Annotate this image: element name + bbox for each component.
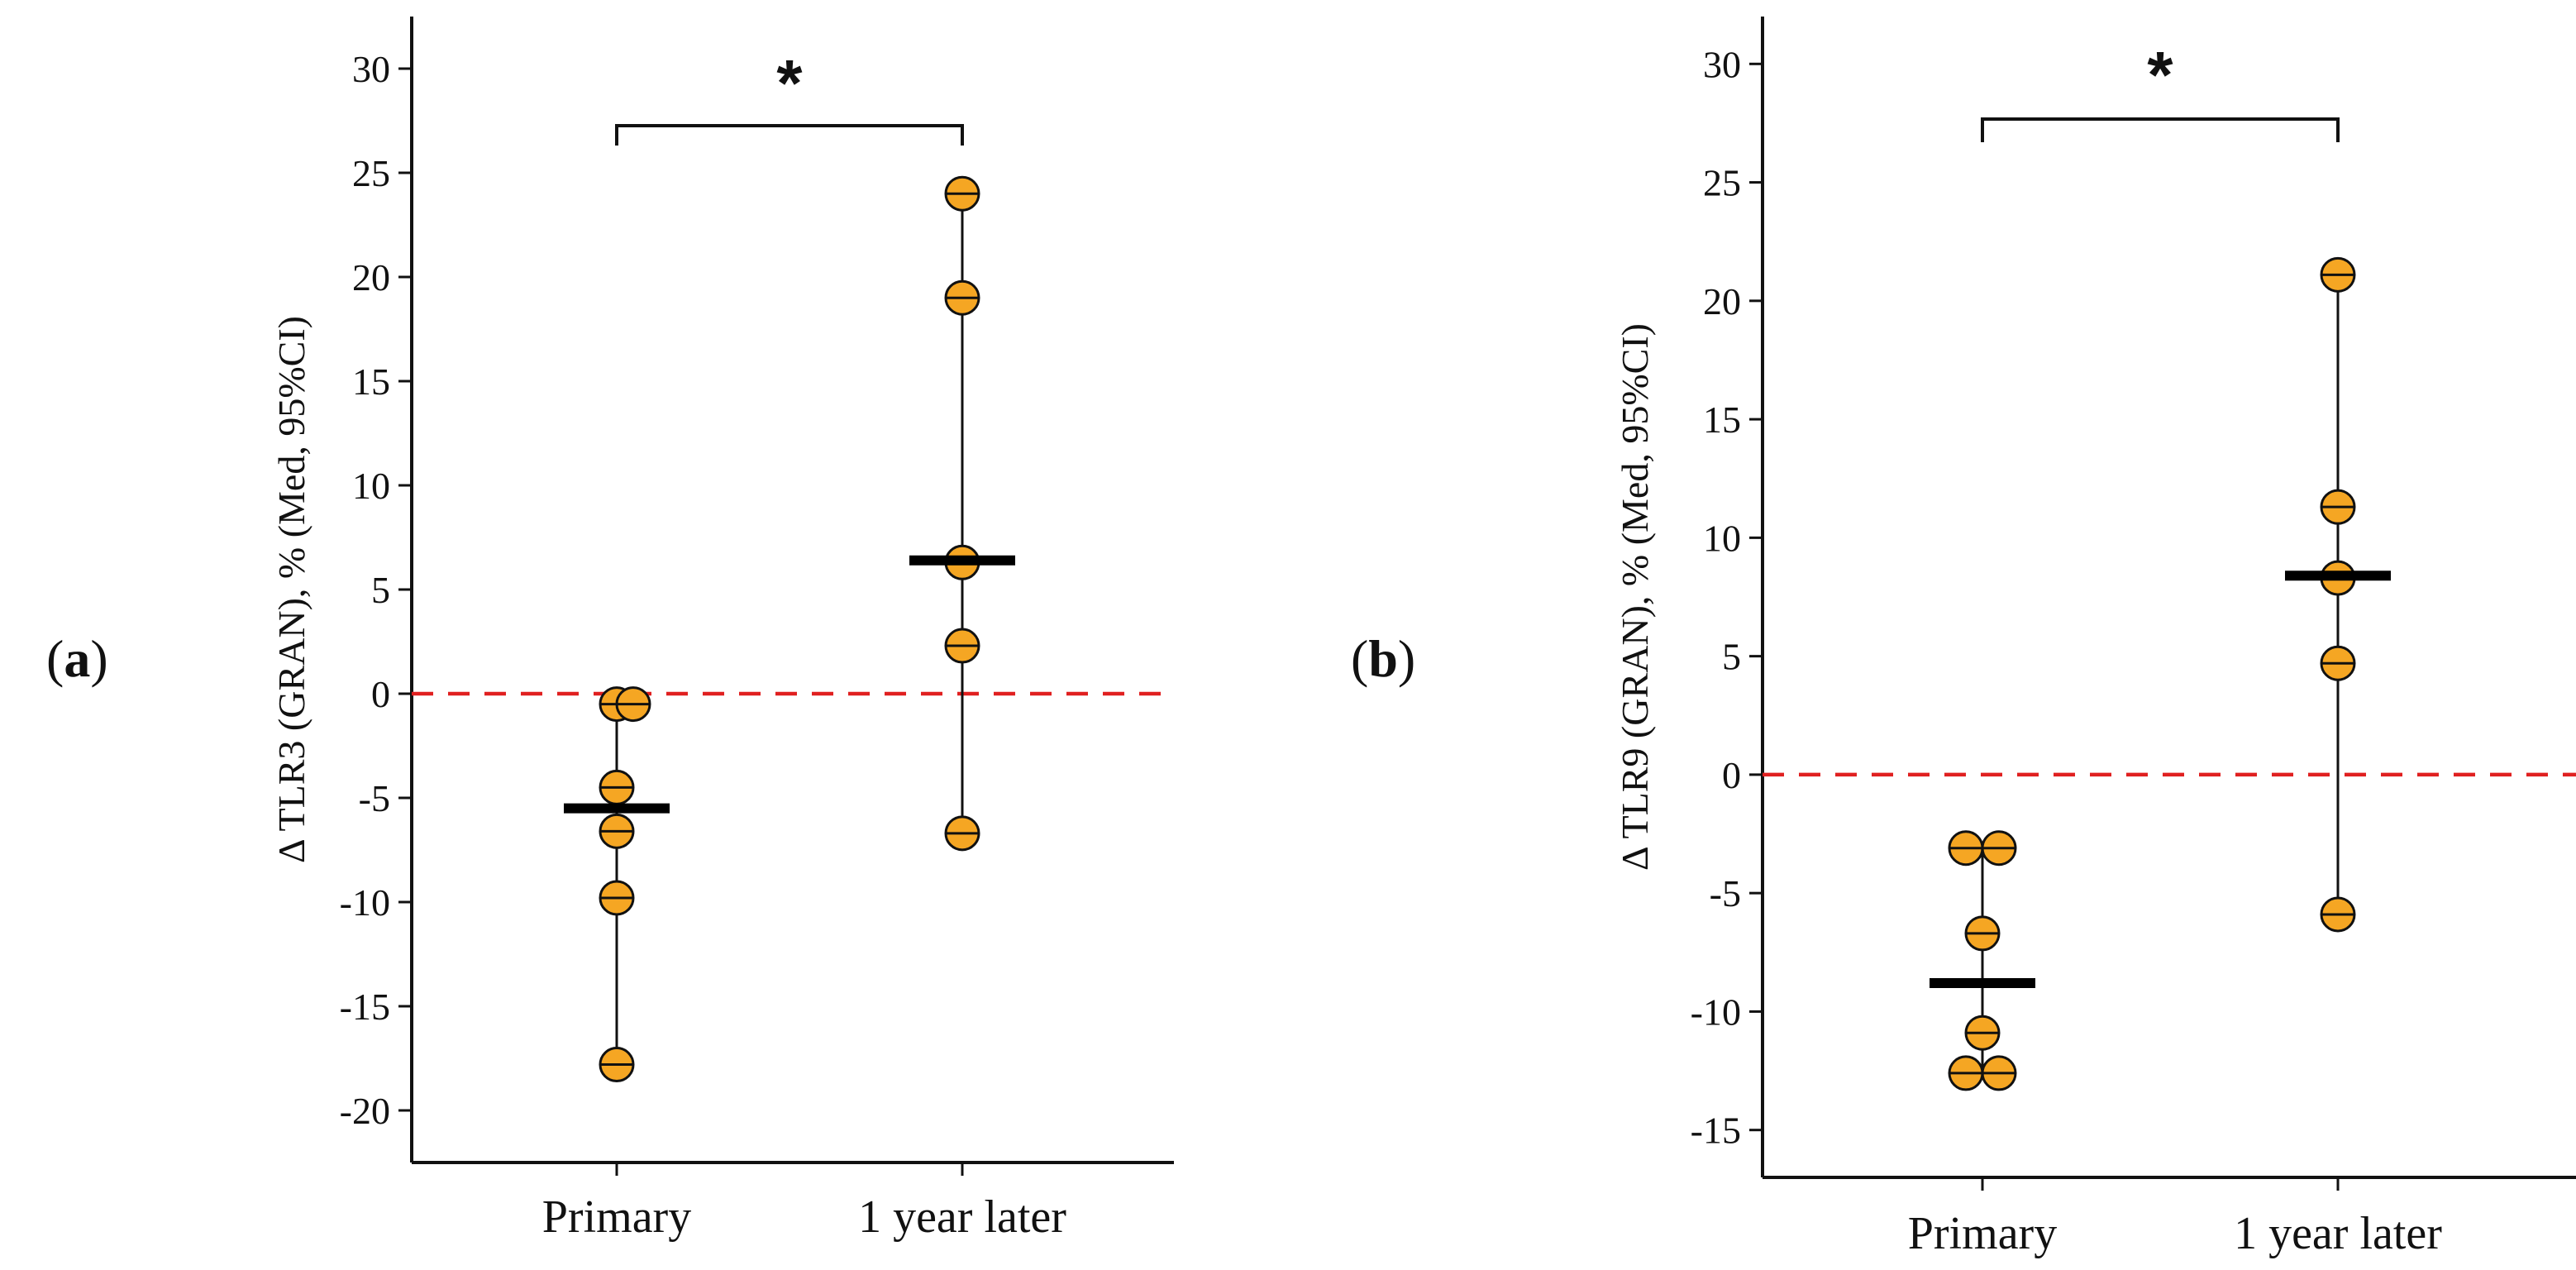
y-tick-label: -15 xyxy=(1691,1110,1741,1152)
y-tick-label: 10 xyxy=(352,465,390,507)
significance-star: * xyxy=(2147,38,2173,112)
x-tick-label: 1 year later xyxy=(2234,1208,2442,1259)
panel-a: 30 25 20 15 10 5 0 -5 -10 -15 -20 Δ TLR3 (GRAN), % … xyxy=(46,17,1174,1243)
significance-bracket xyxy=(1981,117,2340,142)
panel-label: (b) xyxy=(1351,629,1415,688)
y-tick-label: -10 xyxy=(1691,991,1741,1033)
y-tick-label: 15 xyxy=(1703,399,1741,441)
y-tick-label: 30 xyxy=(352,48,390,90)
y-tick-label: 25 xyxy=(352,152,390,194)
y-tick-label: 20 xyxy=(1703,280,1741,322)
y-tick-label: 10 xyxy=(1703,517,1741,559)
significance-star: * xyxy=(776,46,803,120)
y-axis-title: Δ TLR9 (GRAN), % (Med, 95%CI) xyxy=(1614,323,1656,871)
y-tick-label: 25 xyxy=(1703,162,1741,204)
y-tick-label: 0 xyxy=(371,673,390,715)
x-tick-label: Primary xyxy=(542,1191,691,1243)
y-tick-label: -5 xyxy=(1710,872,1741,914)
y-tick-label: 30 xyxy=(1703,43,1741,85)
y-tick-label: 5 xyxy=(1722,636,1741,678)
panel-b: 30 25 20 15 10 5 0 -5 -10 -15 Δ TLR9 (GRAN), % (Me… xyxy=(1351,17,2576,1259)
y-tick-label: -10 xyxy=(340,881,390,924)
significance-bracket xyxy=(615,124,964,146)
panel-label: (a) xyxy=(46,629,108,688)
x-tick-label: Primary xyxy=(1908,1208,2057,1259)
y-tick-label: 15 xyxy=(352,360,390,403)
y-tick-label: 0 xyxy=(1722,754,1741,796)
y-axis-title: Δ TLR3 (GRAN), % (Med, 95%CI) xyxy=(270,316,312,863)
y-tick-label: -15 xyxy=(340,986,390,1028)
y-tick-label: -20 xyxy=(340,1090,390,1132)
x-tick-label: 1 year later xyxy=(858,1191,1066,1243)
y-tick-label: 20 xyxy=(352,256,390,298)
y-tick-label: -5 xyxy=(359,777,390,819)
y-tick-label: 5 xyxy=(371,569,390,611)
